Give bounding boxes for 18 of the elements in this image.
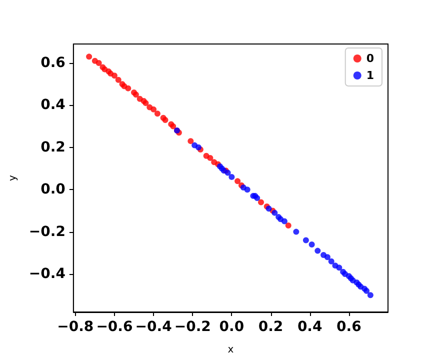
y-tick-label: 0.0 [40, 182, 66, 198]
x-tick-label: −0.8 [57, 319, 94, 335]
x-tick-label: 0.2 [258, 319, 284, 335]
x-tick-label: −0.6 [96, 319, 133, 335]
y-axis-title: y [8, 174, 18, 181]
x-tick-label: 0.6 [336, 319, 362, 335]
x-tick-label: −0.2 [174, 319, 211, 335]
x-tick-label: 0.0 [219, 319, 244, 335]
x-tick-label: −0.4 [135, 319, 172, 335]
legend-label: 1 [366, 69, 374, 82]
y-tick-label: −0.4 [28, 266, 66, 282]
x-axis-title: x [228, 344, 234, 356]
y-tick-label: 0.2 [40, 139, 66, 156]
y-tick-label: −0.2 [28, 224, 66, 240]
x-tick-label: 0.4 [297, 319, 322, 335]
legend-label: 0 [366, 52, 374, 65]
y-tick-label: 0.6 [40, 54, 66, 71]
y-tick-label: 0.4 [40, 97, 66, 114]
